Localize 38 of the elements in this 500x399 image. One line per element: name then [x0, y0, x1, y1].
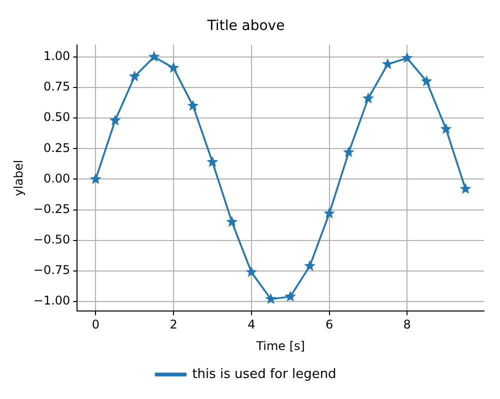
- y-tick-label: 0.25: [43, 140, 70, 155]
- point: [324, 207, 335, 218]
- x-axis-title: Time [s]: [255, 338, 305, 353]
- point: [90, 173, 102, 184]
- point: [382, 58, 394, 70]
- point: [168, 62, 180, 73]
- x-tick-label: 2: [170, 318, 178, 332]
- point: [148, 50, 160, 62]
- y-tick-label: 1.00: [43, 49, 70, 64]
- point: [343, 146, 354, 158]
- point: [109, 114, 121, 126]
- x-tick-label: 4: [248, 318, 256, 332]
- point: [265, 293, 277, 304]
- chart-title: Title above: [206, 18, 285, 34]
- point: [460, 183, 472, 194]
- point: [187, 100, 199, 111]
- point: [304, 260, 316, 271]
- y-tick-label: 0.00: [43, 171, 70, 186]
- y-tick-label: −0.25: [33, 202, 70, 216]
- point: [128, 70, 140, 82]
- legend-label: this is used for legend: [192, 366, 336, 382]
- point: [440, 123, 452, 134]
- y-tick-label: 0.50: [43, 110, 70, 124]
- x-tick-label: 8: [403, 318, 411, 332]
- x-tick-label: 6: [325, 318, 334, 332]
- point: [420, 75, 432, 86]
- y-tick-label: −0.75: [33, 263, 70, 278]
- point: [284, 290, 296, 302]
- point: [206, 156, 218, 167]
- point: [401, 52, 413, 63]
- point: [226, 216, 238, 227]
- y-tick-label: −0.50: [33, 232, 70, 247]
- point: [246, 266, 258, 278]
- x-tick-label: 0: [92, 318, 100, 332]
- y-tick-label: 0.75: [43, 80, 70, 94]
- point: [362, 92, 374, 104]
- y-axis-title: ylabel: [11, 160, 26, 196]
- y-tick-label: −1.00: [33, 294, 70, 308]
